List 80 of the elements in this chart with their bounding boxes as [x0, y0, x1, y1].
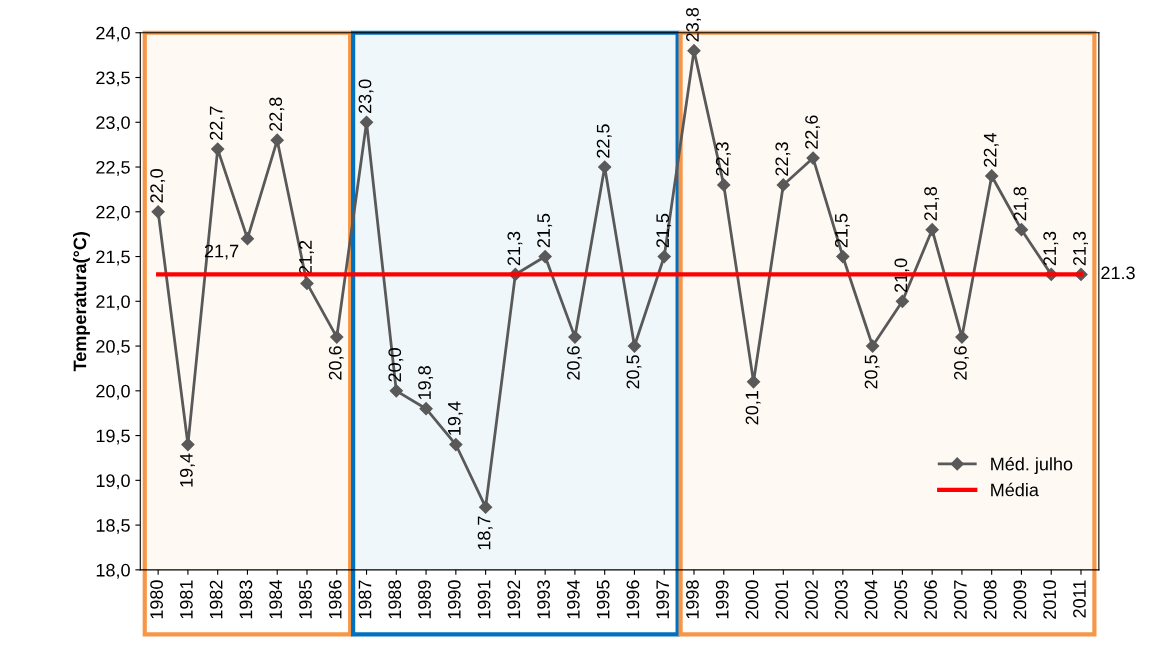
x-tick-label: 2003 — [834, 580, 848, 619]
data-label: 22,6 — [805, 115, 821, 149]
data-label: 21,5 — [656, 213, 672, 248]
x-tick-label: 1993 — [537, 580, 550, 619]
data-label: 21,8 — [1013, 187, 1029, 221]
x-tick-label: 1985 — [299, 580, 312, 619]
x-tick-label: 1992 — [507, 580, 521, 619]
data-label: 22,8 — [269, 97, 285, 131]
x-tick-label: 2008 — [983, 580, 997, 619]
y-tick-label: 23,5 — [96, 71, 130, 87]
data-label: 22,3 — [775, 142, 791, 176]
x-tick-label: 1996 — [626, 580, 640, 619]
data-label: 22,0 — [150, 169, 166, 203]
data-label: 18,7 — [477, 516, 493, 550]
x-tick-label: 1984 — [269, 580, 283, 619]
x-tick-label: 2000 — [745, 580, 759, 619]
data-label: 21,3 — [1043, 231, 1059, 266]
data-label: 20,6 — [953, 346, 969, 380]
data-label: 20,1 — [745, 391, 761, 425]
data-label: 21,3 — [507, 231, 523, 266]
data-label: 22,4 — [983, 133, 999, 167]
y-tick-label: 23,0 — [96, 116, 130, 132]
x-tick-label: 1986 — [328, 580, 342, 619]
data-label: 22,5 — [596, 124, 612, 158]
x-tick-label: 1981 — [179, 580, 193, 619]
y-tick-label: 19,5 — [96, 429, 130, 445]
x-tick-label: 1983 — [239, 580, 253, 619]
x-tick-label: 1998 — [686, 580, 699, 619]
data-label: 21,5 — [834, 213, 850, 248]
data-label: 20,0 — [388, 348, 404, 382]
data-label: 22,3 — [715, 142, 731, 176]
data-label: 22,7 — [209, 106, 225, 140]
x-tick-label: 1982 — [209, 580, 223, 619]
x-tick-label: 2002 — [805, 580, 818, 619]
y-tick-label: 18,5 — [96, 519, 130, 534]
x-tick-label: 1987 — [358, 580, 372, 619]
data-label: 20,5 — [626, 355, 642, 389]
y-tick-label: 21,5 — [96, 250, 130, 266]
data-label: 21,2 — [299, 240, 314, 275]
data-label: 19,8 — [418, 366, 434, 400]
data-label: 20,6 — [328, 346, 344, 380]
data-label: 23,8 — [686, 7, 701, 42]
y-tick-label: 24,0 — [96, 26, 130, 42]
data-label: 20,5 — [864, 355, 880, 389]
x-tick-label: 1994 — [566, 580, 580, 619]
y-tick-label: 22,0 — [96, 205, 130, 221]
data-label: 21,5 — [537, 213, 553, 248]
data-label: 19,4 — [179, 453, 195, 487]
y-axis-title: Temperatura(°C) — [73, 232, 90, 372]
x-tick-label: 1999 — [715, 580, 729, 619]
x-tick-label: 2001 — [775, 580, 789, 619]
x-tick-label: 1980 — [150, 580, 163, 619]
data-label: 20,6 — [566, 346, 582, 380]
x-tick-label: 2009 — [1013, 580, 1027, 619]
y-tick-label: 22,5 — [96, 160, 130, 176]
legend-label: Média — [991, 482, 1039, 497]
x-tick-label: 1988 — [388, 580, 402, 619]
x-tick-label: 2004 — [864, 580, 878, 619]
x-tick-label: 1995 — [596, 580, 610, 619]
y-tick-label: 20,5 — [96, 339, 130, 355]
x-tick-label: 2010 — [1043, 580, 1057, 619]
data-label: 19,4 — [447, 401, 463, 435]
data-label: 21,3 — [1073, 231, 1088, 266]
x-tick-label: 2006 — [924, 580, 937, 619]
legend-label: Méd. julho — [991, 456, 1073, 475]
x-tick-label: 1997 — [656, 580, 670, 619]
data-label: 23,0 — [358, 79, 374, 114]
x-tick-label: 1991 — [477, 580, 491, 619]
data-label: 21.3 — [1101, 266, 1135, 280]
data-label: 21,8 — [924, 187, 940, 221]
y-tick-label: 18,0 — [96, 563, 130, 579]
data-label: 21,0 — [894, 258, 910, 293]
x-tick-label: 1989 — [418, 580, 431, 619]
y-tick-label: 20,0 — [96, 384, 130, 400]
x-tick-label: 2007 — [953, 580, 967, 619]
x-tick-label: 2011 — [1073, 580, 1086, 618]
y-tick-label: 21,0 — [96, 295, 130, 311]
x-tick-label: 1990 — [447, 580, 461, 619]
x-tick-label: 2005 — [894, 580, 908, 619]
y-tick-label: 19,0 — [96, 474, 130, 490]
